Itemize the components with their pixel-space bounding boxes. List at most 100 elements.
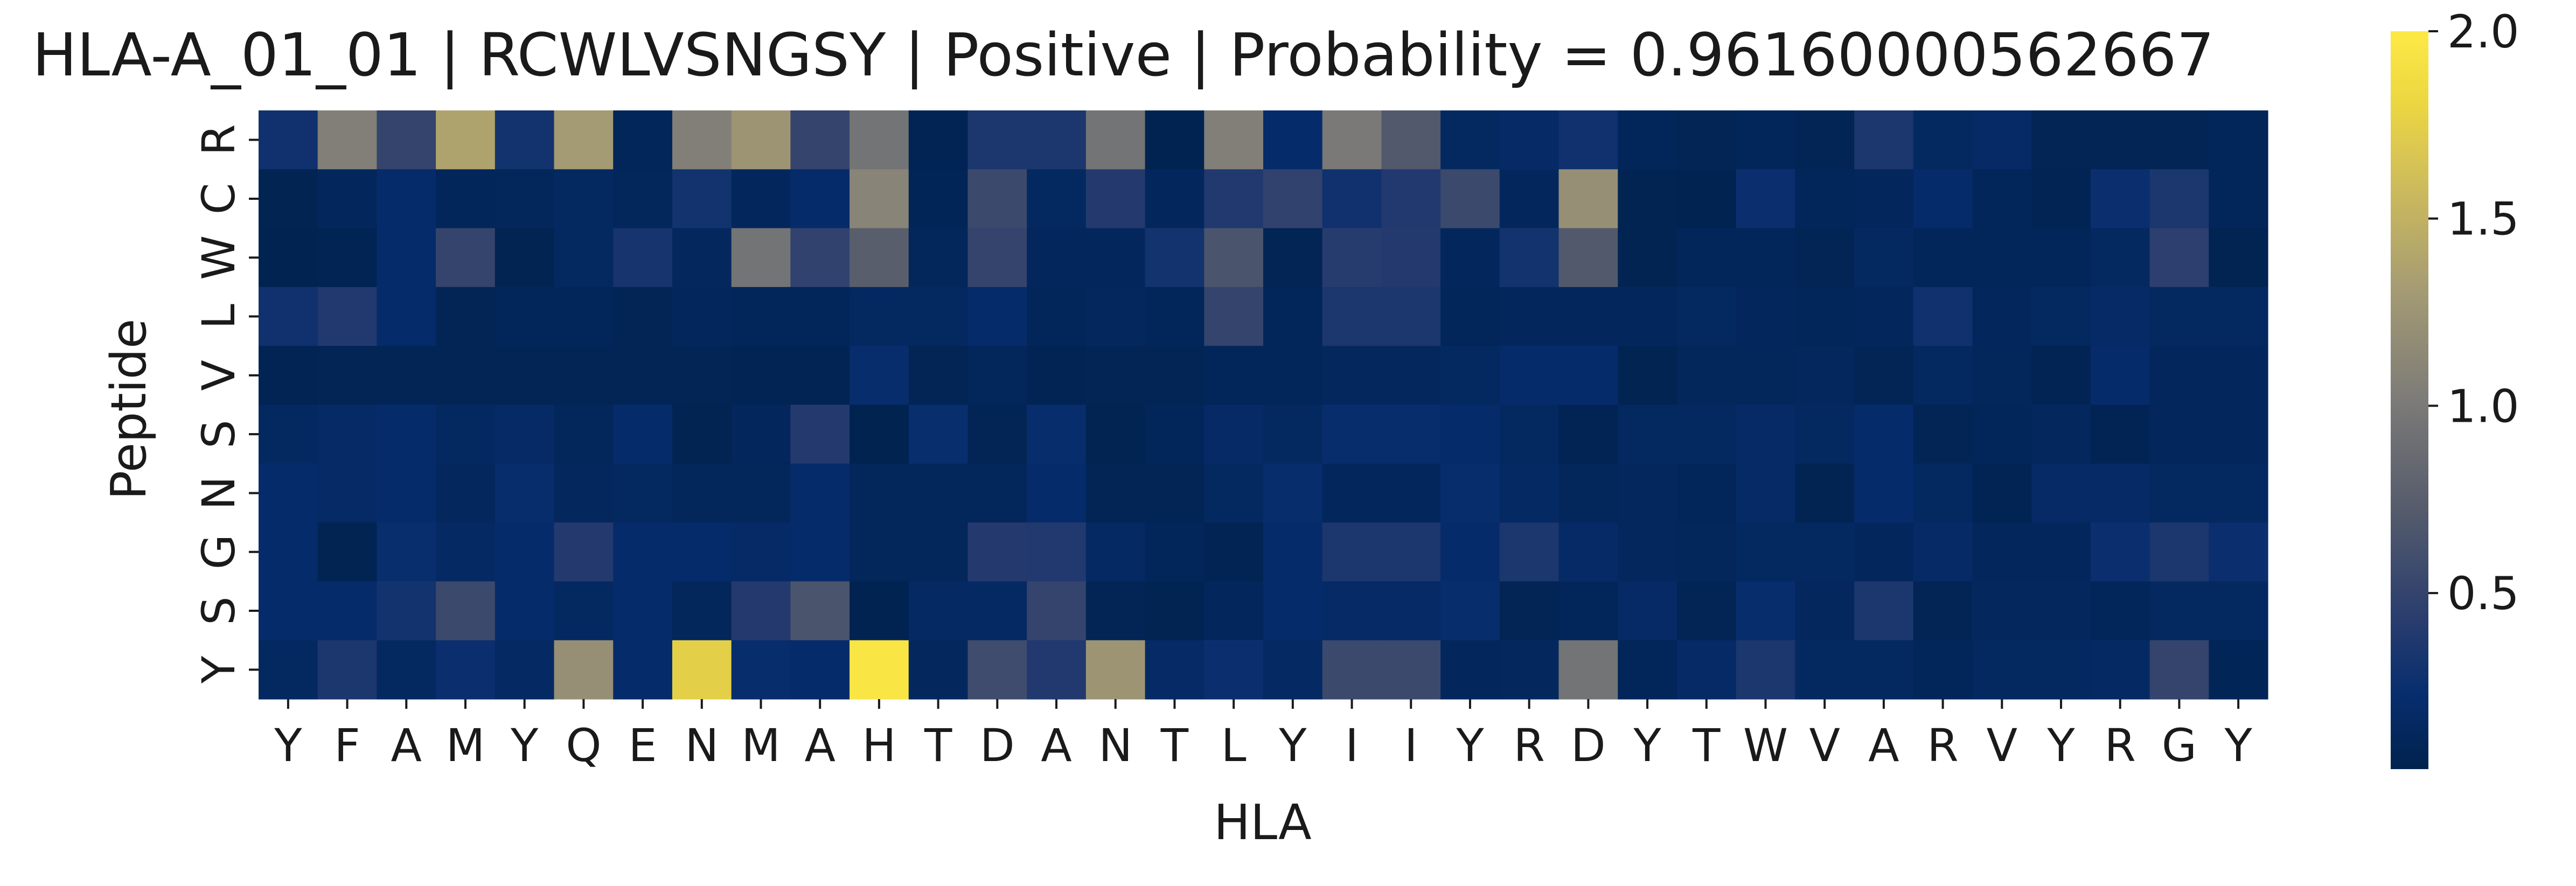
heatmap-cell: [495, 463, 555, 523]
heatmap-cell: [908, 640, 969, 700]
heatmap-cell: [1558, 522, 1618, 582]
heatmap-cell: [672, 522, 732, 582]
x-tick-label: D: [1571, 719, 1606, 772]
heatmap-cell: [1676, 640, 1737, 700]
heatmap-cell: [731, 346, 791, 406]
heatmap-cell: [1085, 581, 1146, 641]
heatmap-cell: [967, 169, 1027, 229]
heatmap-cell: [731, 581, 791, 641]
heatmap-cell: [495, 581, 555, 641]
heatmap-cell: [1145, 522, 1205, 582]
heatmap-cell: [908, 404, 969, 464]
heatmap-cell: [1204, 581, 1264, 641]
heatmap-cell: [1854, 287, 1914, 346]
heatmap-cell: [1440, 287, 1500, 346]
heatmap-cell: [1854, 640, 1914, 700]
heatmap-cell: [1440, 522, 1500, 582]
heatmap-cell: [1499, 581, 1559, 641]
heatmap-cell: [1795, 287, 1855, 346]
heatmap-cell: [1085, 169, 1146, 229]
heatmap-cell: [850, 346, 909, 406]
heatmap-cell: [1027, 640, 1087, 700]
heatmap-cell: [731, 640, 791, 700]
heatmap-cell: [850, 640, 909, 700]
y-tick-label: C: [192, 183, 245, 215]
heatmap-cell: [317, 581, 378, 641]
heatmap-cell: [1145, 287, 1205, 346]
heatmap-cell: [967, 522, 1027, 582]
heatmap-cell: [2149, 110, 2209, 170]
heatmap-cell: [908, 110, 969, 170]
heatmap-cell: [2090, 228, 2150, 288]
heatmap-cell: [377, 110, 436, 170]
heatmap-cell: [1263, 404, 1323, 464]
colorbar-tick-label: 1.0: [2447, 380, 2519, 432]
heatmap-cell: [1558, 463, 1618, 523]
heatmap-cell: [1795, 581, 1855, 641]
y-tick-labels: RCWLVSNGSY: [192, 124, 259, 684]
heatmap-cell: [613, 640, 673, 700]
x-tick-label: I: [1404, 719, 1418, 772]
heatmap-cell: [967, 463, 1027, 523]
heatmap-cell: [1972, 169, 2032, 229]
heatmap-cell: [850, 404, 909, 464]
heatmap-cell: [1322, 522, 1382, 582]
heatmap-cell: [1854, 110, 1914, 170]
heatmap-cell: [790, 110, 850, 170]
x-axis-label: HLA: [1214, 794, 1311, 851]
heatmap-cell: [2149, 522, 2209, 582]
heatmap-cell: [1913, 169, 1973, 229]
heatmap-cell: [967, 228, 1027, 288]
x-tick-label: E: [629, 719, 657, 772]
heatmap-cell: [908, 228, 969, 288]
heatmap-cell: [2149, 346, 2209, 406]
heatmap-cell: [1795, 522, 1855, 582]
x-tick-label: N: [685, 719, 719, 772]
heatmap-cell: [967, 640, 1027, 700]
heatmap-cell: [967, 110, 1027, 170]
heatmap-cell: [436, 581, 496, 641]
heatmap-cell: [2149, 228, 2209, 288]
heatmap-cell: [790, 463, 850, 523]
heatmap-cell: [554, 404, 614, 464]
heatmap-cell: [1027, 346, 1087, 406]
heatmap-cell: [554, 346, 614, 406]
heatmap-cell: [2209, 110, 2268, 170]
x-tick-label: F: [334, 719, 360, 772]
heatmap-cell: [908, 463, 969, 523]
x-tick-label: A: [391, 719, 422, 772]
heatmap-cell: [2090, 110, 2150, 170]
heatmap-cell: [1381, 640, 1441, 700]
heatmap-cell: [2031, 640, 2091, 700]
heatmap-cell: [1027, 228, 1087, 288]
heatmap-cell: [1381, 228, 1441, 288]
heatmap-cell: [317, 404, 378, 464]
heatmap-cell: [317, 640, 378, 700]
x-tick-label: A: [1041, 719, 1071, 772]
heatmap-cell: [1558, 404, 1618, 464]
x-tick-label: Y: [2046, 719, 2075, 772]
heatmap-cell: [731, 169, 791, 229]
heatmap-cell: [1381, 522, 1441, 582]
heatmap-cell: [1145, 169, 1205, 229]
heatmap-cell: [613, 346, 673, 406]
x-tick-label: Y: [1456, 719, 1484, 772]
heatmap-cell: [554, 287, 614, 346]
heatmap-cell: [1263, 640, 1323, 700]
heatmap-cell: [1618, 228, 1677, 288]
heatmap-cell: [1322, 228, 1382, 288]
heatmap-cell: [1618, 640, 1677, 700]
heatmap-cell: [2090, 640, 2150, 700]
heatmap-cell: [1381, 581, 1441, 641]
heatmap-cell: [1027, 287, 1087, 346]
heatmap-cell: [967, 346, 1027, 406]
heatmap-cell: [1676, 463, 1737, 523]
heatmap-cell: [1972, 640, 2032, 700]
heatmap-cell: [1795, 463, 1855, 523]
x-tick-label: R: [1513, 719, 1544, 772]
x-tick-label: V: [1809, 719, 1840, 772]
heatmap-cell: [1263, 346, 1323, 406]
heatmap-cell: [790, 346, 850, 406]
heatmap-cell: [495, 169, 555, 229]
heatmap-cell: [1499, 110, 1559, 170]
